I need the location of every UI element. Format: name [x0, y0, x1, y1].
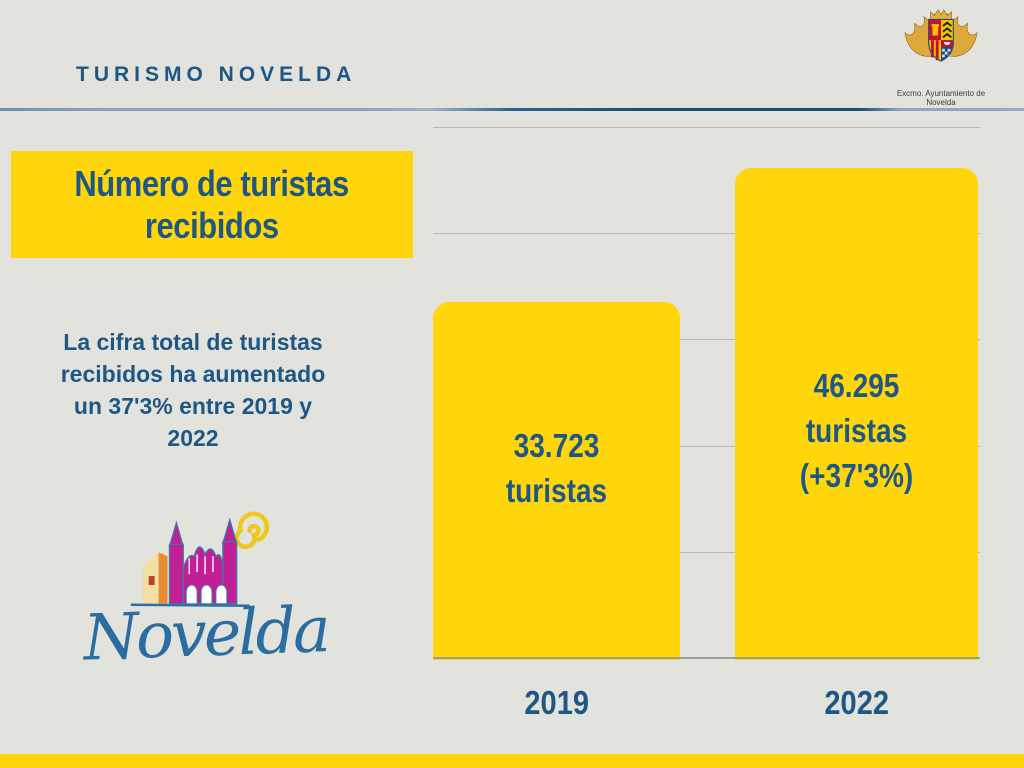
summary-line: 2022 [167, 425, 219, 451]
bar-2019-value: 33.723 [513, 427, 600, 464]
summary-line: recibidos ha aumentado [60, 361, 326, 387]
summary-line: un 37'3% entre 2019 y [73, 393, 313, 419]
bar-2022-labels: 46.295 turistas (+37'3%) [735, 363, 978, 498]
bar-2022-unit: turistas [805, 412, 908, 449]
sun-spiral-icon [234, 511, 270, 550]
sanctuary-icon [130, 517, 250, 607]
bar-2019-labels: 33.723 turistas [433, 423, 680, 513]
city-crest: Excmo. Ayuntamiento de Novelda [893, 8, 989, 107]
bar-2019 [433, 302, 680, 660]
bar-2022-increase: (+37'3%) [799, 457, 914, 494]
novelda-logo: Novelda [80, 511, 329, 673]
slide-title-line2: recibidos [145, 204, 279, 246]
chart-baseline [433, 657, 980, 659]
coat-of-arms-icon [904, 9, 978, 62]
bar-2019-unit: turistas [505, 472, 608, 509]
footer-accent-bar [0, 754, 1024, 768]
gridline [433, 127, 980, 128]
summary-text: La cifra total de turistas recibidos ha … [15, 326, 371, 454]
gridline [433, 339, 980, 340]
slide-title-line1: Número de turistas [74, 162, 350, 204]
summary-line: La cifra total de turistas [63, 329, 323, 355]
x-axis-label-2019: 2019 [433, 684, 680, 722]
brand-title: TURISMO NOVELDA [76, 63, 357, 86]
house-icon [142, 550, 168, 604]
gridline [433, 446, 980, 447]
x-axis-label-2019-text: 2019 [524, 684, 589, 721]
bar-2022 [735, 168, 978, 660]
crest-caption: Excmo. Ayuntamiento de Novelda [896, 89, 986, 107]
header-divider [0, 108, 1024, 111]
gridline [433, 233, 980, 234]
x-axis-label-2022-text: 2022 [824, 684, 889, 721]
slide-title-box: Número de turistas recibidos [11, 151, 413, 258]
novelda-wordmark: Novelda [80, 592, 329, 673]
gridline [433, 552, 980, 553]
x-axis-label-2022: 2022 [735, 684, 978, 722]
bar-2022-value: 46.295 [813, 367, 900, 404]
